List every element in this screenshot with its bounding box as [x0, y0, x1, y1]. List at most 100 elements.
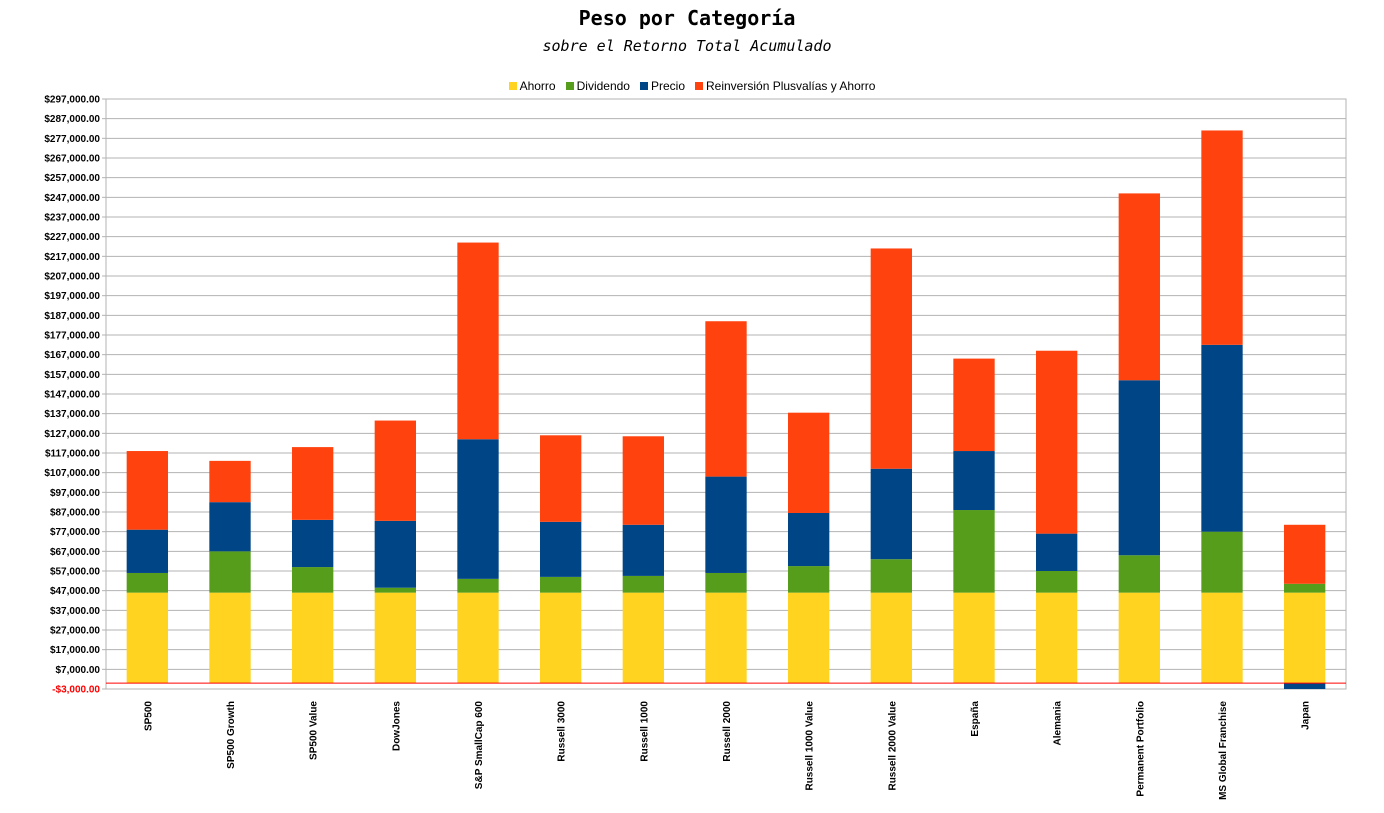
bar-segment: [1036, 592, 1078, 684]
legend-item-precio: Precio: [639, 79, 685, 93]
bar-segment: [1036, 350, 1078, 534]
bar-segment: [1201, 592, 1243, 684]
bar-segment: [126, 529, 168, 573]
bar-segment: [209, 502, 251, 552]
y-tick-label: $147,000.00: [44, 390, 100, 401]
y-tick-label: $27,000.00: [50, 626, 100, 637]
x-tick-label: S&P SmallCap 600: [474, 701, 485, 790]
bar-segment: [457, 439, 499, 579]
bar-segment: [622, 524, 664, 576]
y-tick-label: -$3,000.00: [52, 685, 100, 696]
chart-legend: Ahorro Dividendo Precio Reinversión Plus…: [0, 79, 1384, 93]
x-tick-label: Japan: [1301, 701, 1312, 730]
bar-segment: [540, 576, 582, 593]
bar-segment: [705, 321, 747, 477]
y-tick-label: $117,000.00: [45, 449, 100, 460]
legend-swatch-ahorro: [508, 82, 517, 90]
x-tick-label: Alemania: [1053, 701, 1064, 746]
bar-segment: [1201, 130, 1243, 345]
bar-segment: [953, 451, 995, 511]
y-tick-label: $167,000.00: [44, 350, 100, 361]
bar-segment: [292, 567, 334, 593]
y-tick-label: $97,000.00: [50, 488, 100, 499]
legend-label-ahorro: Ahorro: [519, 79, 556, 93]
y-tick-label: $67,000.00: [50, 547, 100, 558]
x-tick-label: SP500: [143, 701, 154, 731]
plot-border: [105, 98, 1347, 690]
y-tick-label: $197,000.00: [44, 291, 100, 302]
x-tick-label: SP500 Growth: [226, 701, 237, 769]
bar-segment: [292, 519, 334, 568]
bar-segment: [1118, 592, 1160, 684]
y-tick-label: $217,000.00: [44, 252, 100, 263]
x-tick-label: DowJones: [391, 701, 402, 751]
y-tick-label: $177,000.00: [44, 331, 100, 342]
bar-segment: [1036, 533, 1078, 571]
y-tick-label: $247,000.00: [44, 193, 100, 204]
bar-segment: [705, 592, 747, 684]
bar-segment: [1284, 524, 1326, 584]
bar-segment: [1118, 380, 1160, 556]
bar-segment: [209, 551, 251, 593]
bar-segment: [209, 460, 251, 503]
bar-segment: [457, 578, 499, 593]
y-tick-label: $77,000.00: [50, 527, 100, 538]
bar-segment: [292, 447, 334, 520]
y-tick-label: $17,000.00: [50, 645, 100, 656]
bar-segment: [870, 248, 912, 469]
bar-segment: [1284, 683, 1326, 689]
bar-segment: [1284, 583, 1326, 593]
bar-segment: [870, 592, 912, 684]
bar-segment: [622, 575, 664, 593]
bar-segment: [622, 436, 664, 525]
bar-segment: [622, 592, 664, 684]
y-tick-label: $257,000.00: [44, 173, 100, 184]
y-tick-label: $187,000.00: [44, 311, 100, 322]
bar-segment: [1118, 555, 1160, 593]
y-tick-label: $287,000.00: [44, 114, 100, 125]
x-tick-label: Russell 1000: [639, 701, 650, 762]
bar-segment: [1201, 531, 1243, 593]
bar-segment: [788, 566, 830, 593]
legend-item-reinversion: Reinversión Plusvalías y Ahorro: [695, 79, 875, 93]
x-tick-label: España: [970, 701, 981, 737]
bar-segment: [870, 559, 912, 593]
bar-segment: [540, 592, 582, 684]
x-tick-label: SP500 Value: [309, 701, 320, 760]
bar-segment: [540, 521, 582, 577]
y-tick-label: $47,000.00: [50, 586, 100, 597]
y-tick-label: $137,000.00: [44, 409, 100, 420]
y-tick-label: $87,000.00: [50, 508, 100, 519]
y-tick-label: $237,000.00: [44, 213, 100, 224]
bar-segment: [126, 572, 168, 593]
bar-segment: [788, 412, 830, 513]
y-tick-label: $277,000.00: [44, 134, 100, 145]
x-tick-label: Russell 2000: [722, 701, 733, 762]
x-tick-label: Russell 2000 Value: [887, 701, 898, 791]
bar-segment: [374, 587, 416, 593]
bar-segment: [126, 451, 168, 530]
bar-segment: [374, 420, 416, 521]
legend-swatch-precio: [639, 82, 648, 90]
bar-segment: [374, 520, 416, 588]
chart-subtitle: sobre el Retorno Total Acumulado: [542, 37, 832, 55]
y-tick-label: $297,000.00: [44, 95, 100, 106]
bar-segment: [1201, 344, 1243, 532]
y-tick-label: $7,000.00: [56, 665, 101, 676]
x-tick-label: Permanent Portfolio: [1135, 701, 1146, 797]
legend-label-precio: Precio: [650, 79, 685, 93]
legend-item-ahorro: Ahorro: [508, 79, 556, 93]
legend-swatch-reinversion: [695, 82, 703, 90]
bar-segment: [1036, 571, 1078, 593]
bar-segment: [953, 510, 995, 593]
bar-segment: [540, 435, 582, 522]
x-tick-label: Russell 1000 Value: [805, 701, 816, 791]
legend-item-dividendo: Dividendo: [565, 79, 630, 93]
bar-segment: [953, 358, 995, 452]
bar-segment: [126, 592, 168, 684]
bar-segment: [870, 468, 912, 560]
y-tick-label: $37,000.00: [50, 606, 100, 617]
bar-segment: [788, 592, 830, 684]
y-tick-label: $267,000.00: [44, 154, 100, 165]
